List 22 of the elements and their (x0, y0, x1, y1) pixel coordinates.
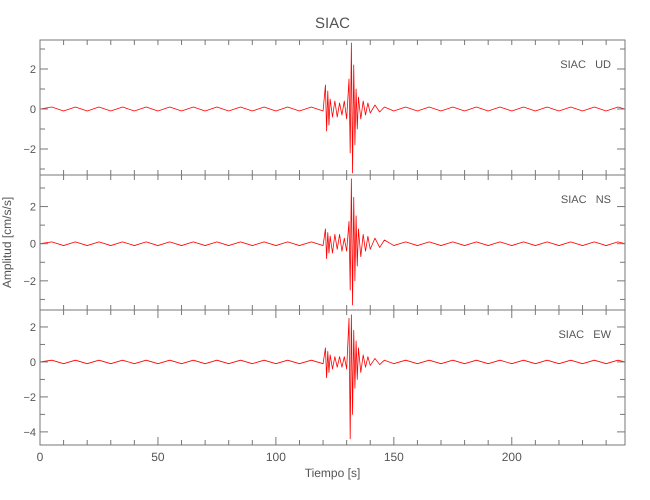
annotation: SIAC UD (560, 59, 612, 71)
line-series (40, 42, 625, 174)
y-tick-label: −2 (23, 144, 36, 156)
chart-title: SIAC (314, 15, 350, 32)
x-tick-label: 100 (266, 450, 286, 464)
x-axis-title: Tiempo [s] (304, 466, 360, 480)
x-tick-label: 50 (151, 450, 165, 464)
y-tick-label: 2 (30, 64, 36, 76)
y-tick-label: 0 (30, 238, 36, 251)
y-tick-label: −2 (23, 276, 36, 288)
y-tick-label: 0 (30, 104, 36, 116)
y-tick-label: 0 (30, 356, 36, 369)
annotation: SIAC EW (558, 329, 612, 341)
line-series (40, 314, 625, 440)
y-axis-title: Amplitud [cm/s/s] (0, 196, 14, 288)
x-tick-label: 150 (384, 450, 404, 464)
annotation: SIAC NS (560, 194, 611, 206)
y-tick-label: 2 (30, 322, 36, 334)
x-tick-label: 200 (502, 450, 522, 464)
y-tick-label: −4 (23, 426, 36, 439)
y-tick-label: 2 (30, 202, 36, 214)
y-tick-label: −2 (23, 392, 36, 404)
